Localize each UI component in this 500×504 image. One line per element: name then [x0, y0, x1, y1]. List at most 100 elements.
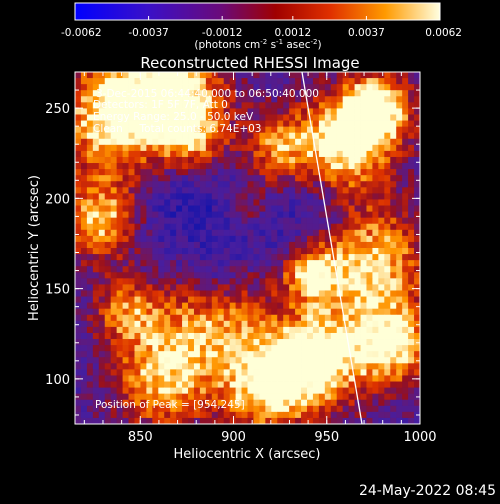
- image-pixel: [342, 363, 350, 370]
- image-pixel: [366, 399, 373, 407]
- image-pixel: [390, 411, 397, 419]
- image-pixel: [188, 150, 195, 158]
- image-pixel: [164, 163, 171, 170]
- image-pixel: [241, 284, 248, 291]
- image-pixel: [306, 138, 314, 146]
- image-pixel: [372, 223, 379, 231]
- image-pixel: [330, 369, 338, 376]
- colorbar-tick-label: 0.0062: [425, 27, 462, 39]
- image-pixel: [360, 120, 367, 128]
- image-pixel: [253, 187, 260, 194]
- image-pixel: [348, 84, 355, 91]
- image-pixel: [217, 138, 225, 146]
- image-pixel: [170, 417, 177, 424]
- image-pixel: [140, 417, 147, 424]
- image-pixel: [86, 296, 94, 304]
- image-pixel: [265, 205, 272, 212]
- image-pixel: [217, 296, 225, 304]
- image-pixel: [92, 138, 100, 146]
- image-pixel: [295, 357, 302, 364]
- image-pixel: [378, 138, 385, 146]
- image-pixel: [188, 296, 195, 304]
- image-pixel: [104, 351, 112, 358]
- image-pixel: [176, 393, 183, 401]
- image-pixel: [330, 72, 338, 79]
- image-pixel: [396, 223, 403, 231]
- image-pixel: [116, 284, 123, 291]
- image-pixel: [372, 120, 379, 128]
- image-pixel: [211, 156, 219, 164]
- image-pixel: [92, 114, 100, 121]
- image-pixel: [301, 102, 308, 109]
- image-pixel: [414, 90, 420, 97]
- image-pixel: [229, 369, 237, 376]
- image-pixel: [104, 132, 112, 140]
- image-pixel: [164, 193, 171, 200]
- image-pixel: [378, 290, 385, 297]
- image-pixel: [247, 205, 254, 212]
- image-pixel: [289, 241, 296, 249]
- image-pixel: [312, 90, 320, 97]
- image-pixel: [348, 235, 355, 243]
- image-pixel: [336, 417, 344, 424]
- image-pixel: [318, 357, 326, 364]
- image-pixel: [86, 417, 94, 424]
- image-pixel: [170, 332, 177, 340]
- image-pixel: [217, 351, 225, 358]
- image-pixel: [271, 205, 278, 212]
- image-pixel: [241, 411, 248, 419]
- image-pixel: [277, 169, 284, 176]
- image-pixel: [110, 241, 118, 249]
- image-pixel: [342, 254, 350, 261]
- image-pixel: [104, 72, 112, 79]
- image-pixel: [122, 169, 129, 176]
- image-pixel: [235, 363, 242, 370]
- image-pixel: [414, 248, 420, 255]
- image-pixel: [217, 326, 225, 334]
- image-pixel: [324, 96, 332, 103]
- image-pixel: [122, 260, 129, 267]
- image-pixel: [277, 296, 284, 304]
- image-pixel: [75, 241, 82, 249]
- image-pixel: [301, 96, 308, 103]
- image-pixel: [247, 248, 254, 255]
- image-pixel: [235, 399, 242, 407]
- image-pixel: [366, 314, 373, 322]
- image-pixel: [283, 235, 290, 243]
- image-pixel: [318, 175, 326, 182]
- image-pixel: [229, 405, 237, 413]
- image-pixel: [283, 345, 290, 352]
- image-pixel: [152, 72, 159, 79]
- image-pixel: [253, 163, 260, 170]
- image-pixel: [277, 308, 284, 316]
- image-pixel: [259, 163, 266, 170]
- image-pixel: [193, 339, 201, 346]
- image-pixel: [98, 272, 106, 279]
- image-pixel: [306, 339, 314, 346]
- image-pixel: [164, 229, 171, 237]
- image-pixel: [312, 381, 320, 388]
- image-pixel: [241, 241, 248, 249]
- image-pixel: [312, 156, 320, 164]
- image-pixel: [336, 235, 344, 243]
- image-pixel: [176, 84, 183, 91]
- image-pixel: [253, 351, 260, 358]
- image-pixel: [342, 314, 350, 322]
- image-pixel: [408, 381, 415, 388]
- image-pixel: [402, 278, 409, 285]
- image-pixel: [140, 187, 147, 194]
- image-pixel: [408, 90, 415, 97]
- image-pixel: [223, 229, 231, 237]
- image-pixel: [164, 363, 171, 370]
- image-pixel: [128, 138, 135, 146]
- image-pixel: [408, 326, 415, 334]
- image-pixel: [223, 217, 231, 225]
- image-pixel: [390, 163, 397, 170]
- image-pixel: [235, 314, 242, 322]
- image-pixel: [259, 175, 266, 182]
- image-pixel: [277, 211, 284, 219]
- image-pixel: [259, 138, 266, 146]
- image-pixel: [176, 260, 183, 267]
- image-pixel: [193, 205, 201, 212]
- image-pixel: [342, 108, 350, 115]
